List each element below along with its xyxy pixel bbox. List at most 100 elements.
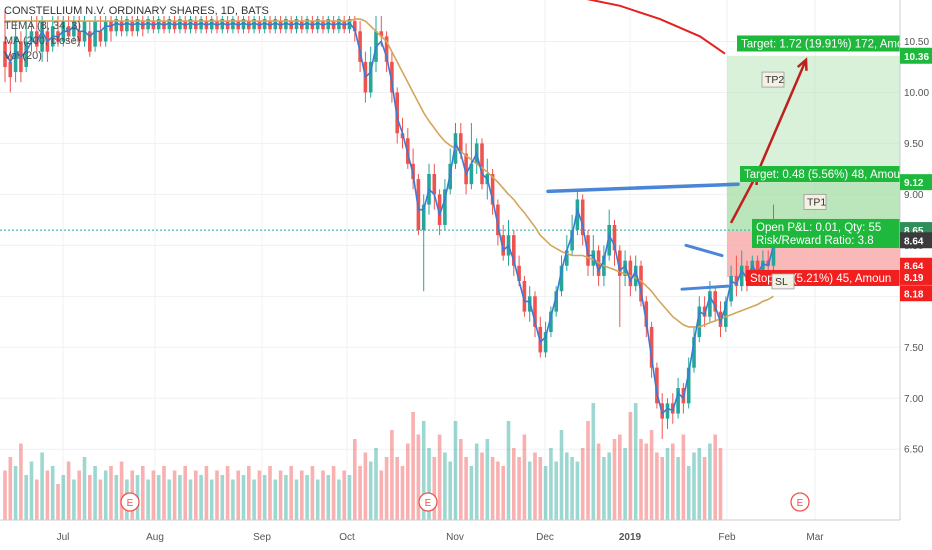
volume-bar <box>61 475 66 520</box>
volume-bar <box>8 457 13 520</box>
volume-bar <box>708 443 712 520</box>
tp2-tag: TP2 <box>765 74 784 86</box>
volume-bar <box>427 448 431 520</box>
earnings-icon <box>120 492 140 512</box>
volume-bar <box>72 479 76 520</box>
volume-bar <box>559 430 564 520</box>
volume-bar <box>395 457 399 520</box>
volume-bar <box>40 452 44 520</box>
price-label-text: 8.64 <box>904 236 924 247</box>
volume-bar <box>681 434 686 520</box>
price-label-text: 8.65 <box>904 226 924 237</box>
tp1-tag-box <box>803 193 827 210</box>
volume-bar <box>337 479 341 520</box>
volume-bar <box>289 466 293 520</box>
volume-bar <box>432 457 437 520</box>
y-tick-label: 10.00 <box>904 88 929 99</box>
volume-bar <box>19 443 23 520</box>
price-label-box <box>900 268 932 285</box>
volume-bar <box>602 457 606 520</box>
volume-bar <box>633 403 638 520</box>
volume-bar <box>448 461 452 520</box>
earnings-label: E <box>127 498 134 509</box>
candle-body <box>628 260 633 287</box>
candle-body <box>469 163 474 185</box>
volume-bar <box>35 479 39 520</box>
candle-body <box>432 174 437 195</box>
earnings-icon <box>418 492 438 512</box>
volume-bar <box>575 461 580 520</box>
volume-bar <box>390 430 394 520</box>
volume-bar <box>24 475 28 520</box>
volume-bar <box>379 470 384 520</box>
volume-bar <box>464 457 468 520</box>
candle-body <box>72 21 76 37</box>
earnings-label: E <box>425 498 432 509</box>
y-tick-label: 10.50 <box>904 37 929 48</box>
volume-bar <box>533 452 537 520</box>
candle-body <box>734 275 739 287</box>
volume-bar <box>353 439 357 520</box>
volume-bar <box>522 434 527 520</box>
candle-body <box>724 301 728 327</box>
candle-body <box>337 19 341 30</box>
volume-bar <box>501 466 505 520</box>
price-label-text: 10.36 <box>904 52 929 63</box>
candle-body <box>761 260 765 276</box>
volume-bar <box>162 466 166 520</box>
volume-bar <box>204 466 209 520</box>
candle-body <box>167 19 172 30</box>
legend-ma: MA (200, close) <box>4 35 81 47</box>
candle-body <box>649 326 654 368</box>
candle-body <box>580 199 585 236</box>
legend-tema: TEMA (8, 34, 3) <box>4 20 82 32</box>
candle-body <box>13 36 18 73</box>
candle-body <box>130 21 134 32</box>
volume-bar <box>612 439 617 520</box>
volume-bar <box>66 461 71 520</box>
volume-bar <box>586 421 590 520</box>
pnl-label-text: Risk/Reward Ratio: 3.8 <box>756 235 874 247</box>
sl-tag: SL <box>775 276 788 288</box>
annotations[interactable]: Target: 1.72 (19.91%) 172, Amoun Target: … <box>546 35 916 291</box>
volume-bar <box>702 457 707 520</box>
candle-body <box>633 265 638 287</box>
candle-body <box>437 194 442 225</box>
volume-bar <box>416 434 421 520</box>
candle-body <box>708 291 712 317</box>
candle-body <box>522 281 527 312</box>
candle-body <box>199 19 203 30</box>
candle-body <box>135 19 140 32</box>
volume-bar <box>278 470 283 520</box>
volume-bar <box>326 475 331 520</box>
candle-body <box>294 19 299 30</box>
volume-bar <box>459 439 463 520</box>
volume-bar <box>686 466 691 520</box>
candle-body <box>464 153 468 185</box>
candle-body <box>559 265 564 292</box>
candle-body <box>686 367 691 404</box>
ma-line <box>5 18 774 328</box>
candle-body <box>543 332 548 353</box>
volume-bar <box>119 461 124 520</box>
candle-body <box>220 19 225 30</box>
channel-bottom-line <box>680 284 730 291</box>
sl-tag-box <box>771 273 795 290</box>
volume-bar <box>527 461 532 520</box>
volume-bar <box>199 475 203 520</box>
candle-body <box>93 21 97 47</box>
volume-bar <box>247 466 251 520</box>
candle-body <box>443 189 447 225</box>
candle-body <box>353 21 357 32</box>
candle-body <box>315 19 320 30</box>
price-label-box <box>900 232 932 249</box>
candle-body <box>29 31 34 42</box>
volume-bar <box>490 457 495 520</box>
candle-body <box>501 235 505 256</box>
arrow-to-tp2-head <box>796 57 808 71</box>
target1-label-box <box>740 166 900 182</box>
volume-bar <box>310 466 315 520</box>
